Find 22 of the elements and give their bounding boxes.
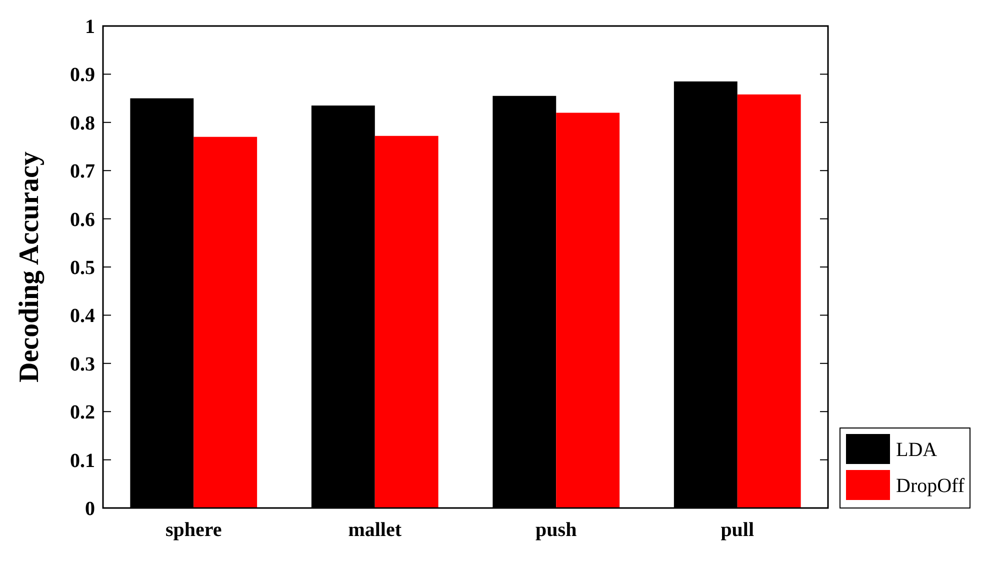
y-axis-title: Decoding Accuracy xyxy=(14,152,45,382)
bar xyxy=(194,136,258,508)
x-tick-label: push xyxy=(536,519,577,541)
legend-label: LDA xyxy=(896,439,938,461)
y-tick-label: 1 xyxy=(85,16,95,38)
legend-label: DropOff xyxy=(896,475,965,497)
x-tick-label: mallet xyxy=(348,519,402,541)
y-tick-label: 0.5 xyxy=(70,257,95,279)
y-tick-label: 0.3 xyxy=(70,353,95,376)
bar xyxy=(737,94,801,508)
y-tick-label: 0.2 xyxy=(70,402,95,424)
x-tick-label: pull xyxy=(720,519,754,541)
y-tick-label: 0.6 xyxy=(70,208,95,231)
y-tick-label: 0 xyxy=(85,498,95,520)
bar xyxy=(374,136,438,508)
y-tick-label: 0.1 xyxy=(70,450,95,472)
bar xyxy=(556,112,620,508)
y-tick-label: 0.7 xyxy=(70,160,95,183)
y-tick-label: 0.4 xyxy=(70,305,95,328)
y-tick-label: 0.8 xyxy=(70,112,95,134)
y-tick-label: 0.9 xyxy=(70,64,95,86)
x-tick-label: sphere xyxy=(165,519,222,541)
